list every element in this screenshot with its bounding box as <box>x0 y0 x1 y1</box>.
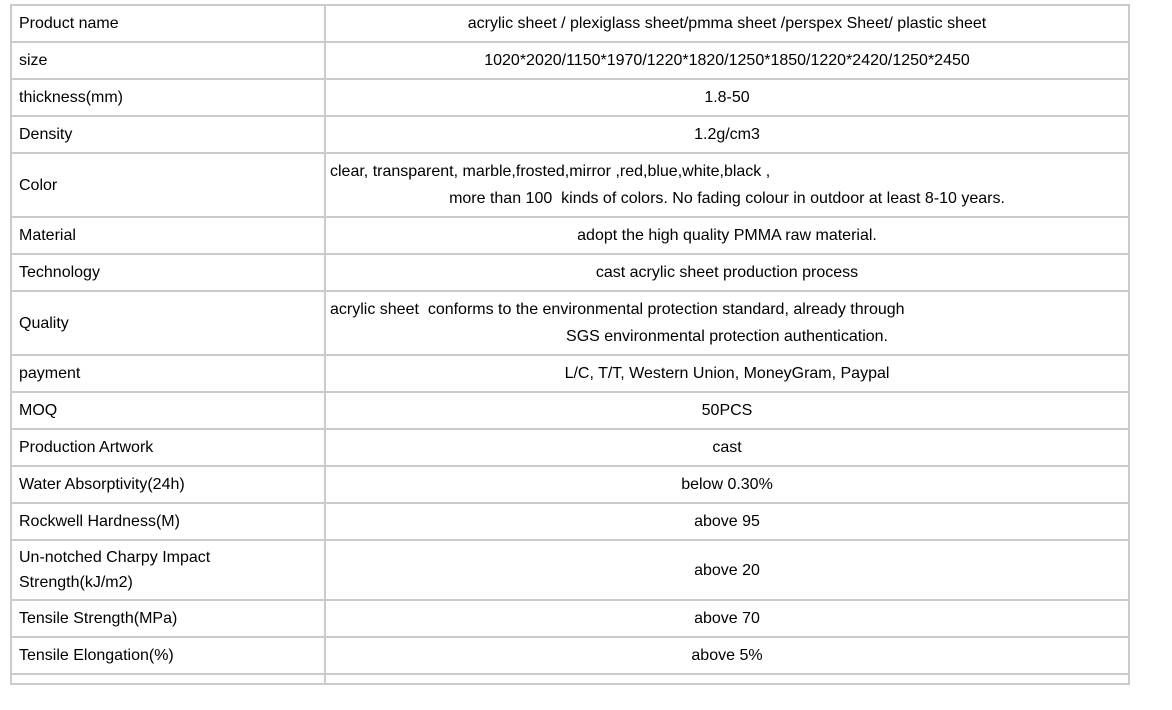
spec-label-cell: Tensile Strength(MPa) <box>10 599 326 638</box>
spec-value-cell: above 20 <box>324 539 1130 601</box>
spec-value-line: acrylic sheet conforms to the environmen… <box>330 301 905 318</box>
spec-label-cell: thickness(mm) <box>10 78 326 117</box>
spec-value-cell: acrylic sheet / plexiglass sheet/pmma sh… <box>324 4 1130 43</box>
spec-label-cell: MOQ <box>10 391 326 430</box>
spec-value-cell <box>324 673 1130 685</box>
spec-value-cell: adopt the high quality PMMA raw material… <box>324 216 1130 255</box>
spec-value-cell: acrylic sheet conforms to the environmen… <box>324 290 1130 356</box>
spec-value-line: above 70 <box>694 610 760 627</box>
spec-value-line: SGS environmental protection authenticat… <box>566 328 888 345</box>
spec-row: Color clear, transparent, marble,frosted… <box>10 152 1130 218</box>
spec-value-cell: above 95 <box>324 502 1130 541</box>
spec-value-cell: cast <box>324 428 1130 467</box>
spec-label-cell: Color <box>10 152 326 218</box>
spec-value-line: L/C, T/T, Western Union, MoneyGram, Payp… <box>564 365 890 382</box>
spec-row: Rockwell Hardness(M) above 95 <box>10 502 1130 541</box>
spec-value-line: above 20 <box>694 561 760 579</box>
spec-row: Technology cast acrylic sheet production… <box>10 253 1130 292</box>
spec-row: Water Absorptivity(24h) below 0.30% <box>10 465 1130 504</box>
spec-label-cell <box>10 673 326 685</box>
spec-value-cell: L/C, T/T, Western Union, MoneyGram, Payp… <box>324 354 1130 393</box>
spec-row: Density 1.2g/cm3 <box>10 115 1130 154</box>
spec-value-cell: 1.2g/cm3 <box>324 115 1130 154</box>
spec-label-cell: Quality <box>10 290 326 356</box>
spec-row: thickness(mm) 1.8-50 <box>10 78 1130 117</box>
spec-row: Tensile Strength(MPa) above 70 <box>10 599 1130 638</box>
spec-label-cell: Technology <box>10 253 326 292</box>
spec-value-cell: 1020*2020/1150*1970/1220*1820/1250*1850/… <box>324 41 1130 80</box>
spec-value-line: more than 100 kinds of colors. No fading… <box>449 190 1005 207</box>
spec-value-cell: above 5% <box>324 636 1130 675</box>
spec-label-cell: Material <box>10 216 326 255</box>
spec-label-cell: payment <box>10 354 326 393</box>
spec-value-line: 1.8-50 <box>704 89 750 106</box>
spec-label-cell: Product name <box>10 4 326 43</box>
spec-row: Quality acrylic sheet conforms to the en… <box>10 290 1130 356</box>
spec-row: Tensile Elongation(%) above 5% <box>10 636 1130 675</box>
spec-label-cell: size <box>10 41 326 80</box>
spec-value-line: above 5% <box>691 647 763 664</box>
spec-value-cell: 50PCS <box>324 391 1130 430</box>
spec-value-line: below 0.30% <box>681 476 773 493</box>
spec-value-line: adopt the high quality PMMA raw material… <box>577 227 877 244</box>
spec-value-cell: clear, transparent, marble,frosted,mirro… <box>324 152 1130 218</box>
spec-row-partial <box>10 673 1130 685</box>
spec-value-line: clear, transparent, marble,frosted,mirro… <box>330 163 771 180</box>
spec-label-cell: Un-notched Charpy Impact Strength(kJ/m2) <box>10 539 326 601</box>
spec-label-cell: Tensile Elongation(%) <box>10 636 326 675</box>
spec-value-line: 1020*2020/1150*1970/1220*1820/1250*1850/… <box>484 52 970 69</box>
spec-value-line: cast acrylic sheet production process <box>595 264 859 281</box>
spec-label-cell: Rockwell Hardness(M) <box>10 502 326 541</box>
spec-table-body: Product name acrylic sheet / plexiglass … <box>10 4 1130 685</box>
spec-label-cell: Density <box>10 115 326 154</box>
spec-label-cell: Production Artwork <box>10 428 326 467</box>
spec-row: Un-notched Charpy Impact Strength(kJ/m2)… <box>10 539 1130 601</box>
spec-value-cell: below 0.30% <box>324 465 1130 504</box>
spec-row: Production Artwork cast <box>10 428 1130 467</box>
spec-label-cell: Water Absorptivity(24h) <box>10 465 326 504</box>
spec-value-line: above 95 <box>694 513 760 530</box>
spec-row: Material adopt the high quality PMMA raw… <box>10 216 1130 255</box>
spec-row: Product name acrylic sheet / plexiglass … <box>10 4 1130 43</box>
spec-row: MOQ 50PCS <box>10 391 1130 430</box>
spec-value-line: 1.2g/cm3 <box>694 126 760 143</box>
product-spec-table: Product name acrylic sheet / plexiglass … <box>10 4 1130 685</box>
spec-value-line: cast <box>712 439 742 456</box>
spec-value-line: acrylic sheet / plexiglass sheet/pmma sh… <box>467 15 987 32</box>
spec-value-cell: above 70 <box>324 599 1130 638</box>
spec-value-line: 50PCS <box>701 402 753 419</box>
spec-value-cell: 1.8-50 <box>324 78 1130 117</box>
spec-row: size 1020*2020/1150*1970/1220*1820/1250*… <box>10 41 1130 80</box>
spec-row: payment L/C, T/T, Western Union, MoneyGr… <box>10 354 1130 393</box>
spec-value-cell: cast acrylic sheet production process <box>324 253 1130 292</box>
